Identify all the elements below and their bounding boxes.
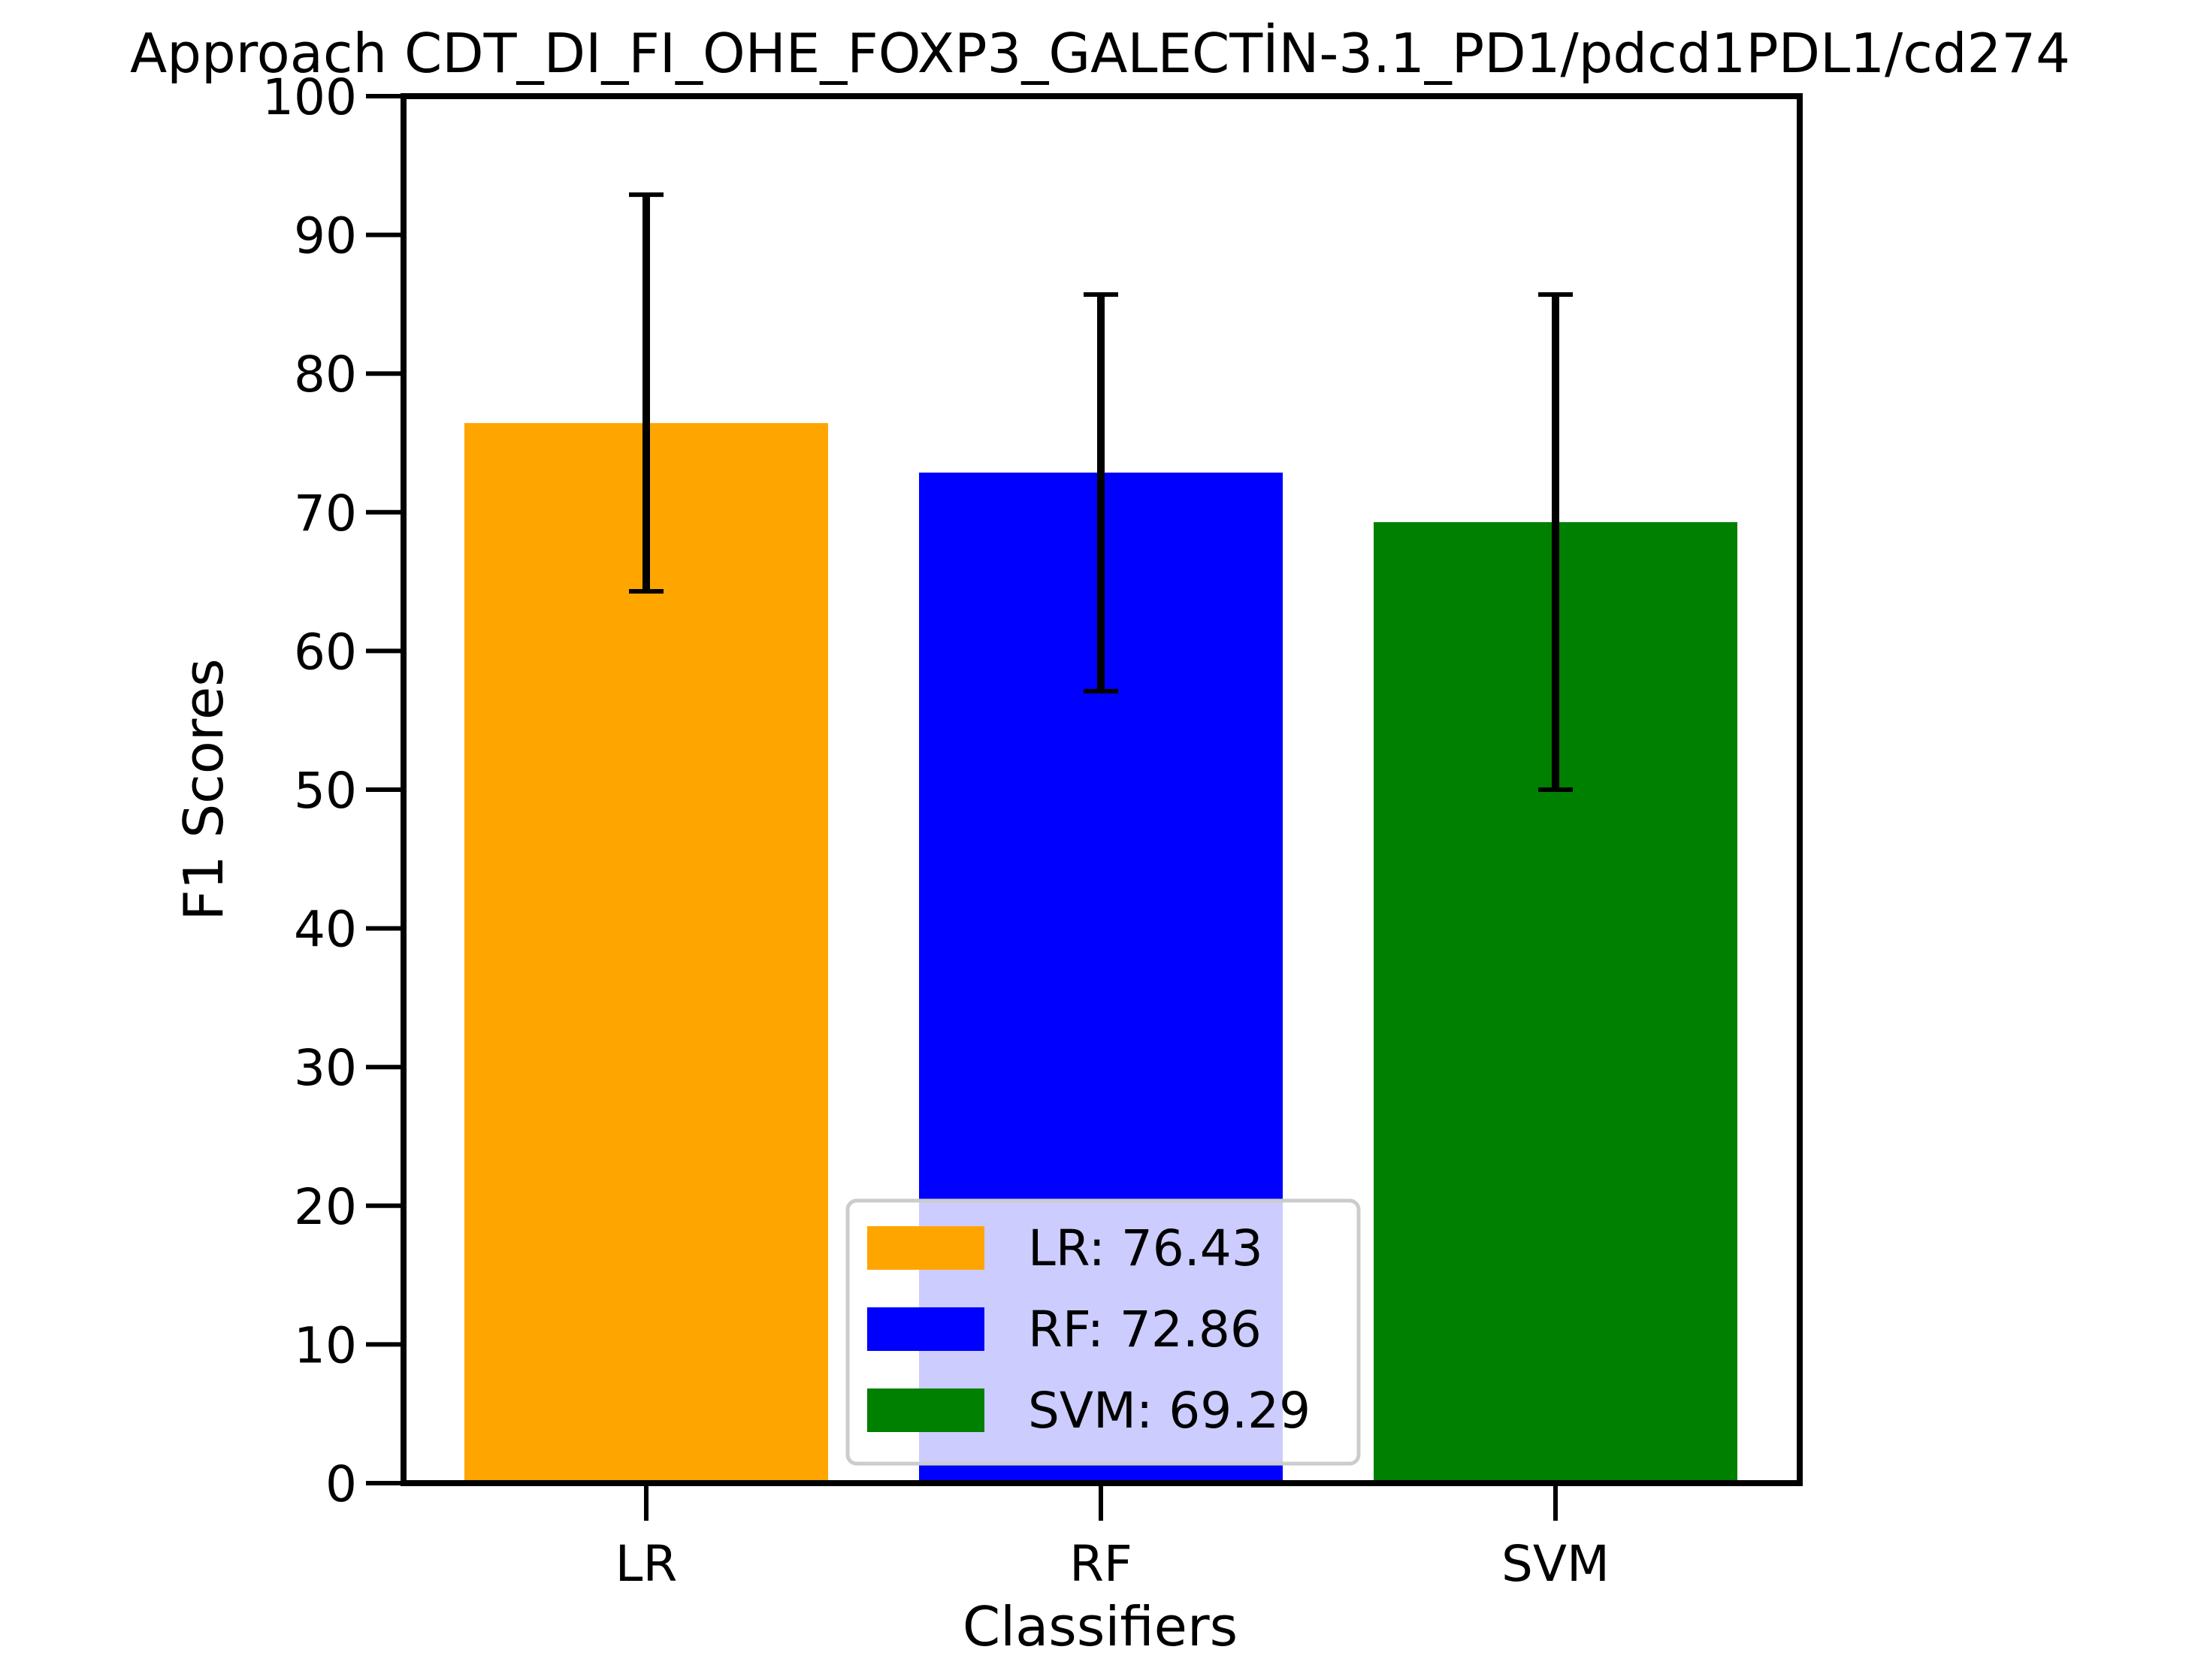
y-tick-label: 0 [325,1455,357,1513]
legend-label: LR: 76.43 [1028,1219,1263,1277]
x-axis-label: Classifiers [963,1595,1238,1658]
error-bars-layer [629,192,1573,792]
legend-item: LR: 76.43 [867,1219,1263,1277]
x-tick-label-rf: RF [1069,1535,1132,1593]
legend-swatch [867,1226,984,1270]
x-tick-label-lr: LR [615,1535,678,1593]
y-tick-label: 30 [294,1039,357,1097]
y-tick-label: 80 [294,346,357,403]
y-tick-label: 60 [294,623,357,681]
x-axis-ticks: LR RF SVM [615,1483,1610,1593]
bar-lr [464,423,828,1483]
error-bar-svm [1538,292,1573,792]
error-bar-rf [1084,292,1118,693]
x-tick-label-svm: SVM [1501,1535,1610,1593]
legend-label: RF: 72.86 [1028,1301,1262,1358]
legend-swatch [867,1388,984,1432]
chart-title: Approach CDT_DI_FI_OHE_FOXP3_GALECTİN-3.… [130,22,2070,85]
y-tick-label: 70 [294,485,357,542]
legend-item: RF: 72.86 [867,1301,1262,1358]
y-tick-label: 100 [262,68,357,126]
y-tick-label: 20 [294,1178,357,1236]
y-axis-label: F1 Scores [172,658,235,920]
legend-item: SVM: 69.29 [867,1382,1311,1440]
y-tick-label: 90 [294,207,357,265]
y-axis-ticks: 0 10 20 30 40 50 60 70 80 90 100 [262,68,404,1513]
error-bar-lr [629,192,664,594]
y-tick-label: 10 [294,1316,357,1374]
y-tick-label: 50 [294,762,357,820]
legend-label: SVM: 69.29 [1028,1382,1311,1440]
legend: LR: 76.43 RF: 72.86 SVM: 69.29 [845,1198,1361,1466]
legend-swatch [867,1307,984,1351]
y-tick-label: 40 [294,901,357,959]
